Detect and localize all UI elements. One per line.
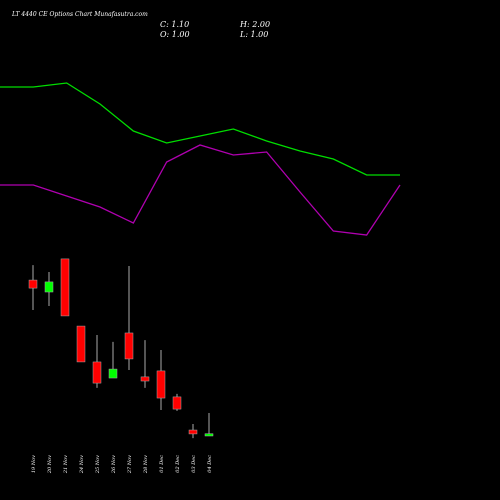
summary-open: O: 1.00 <box>160 30 190 39</box>
candle-body <box>124 332 134 360</box>
indicator-line <box>0 82 400 176</box>
x-tick-label: 19 Nov <box>31 455 37 473</box>
candle-body <box>204 433 214 437</box>
x-tick-label: 20 Nov <box>47 455 53 474</box>
x-tick-label: 26 Nov <box>111 455 117 474</box>
candle-body <box>140 376 150 382</box>
candle-body <box>44 281 54 293</box>
candle-body <box>172 396 182 410</box>
summary-close: C: 1.10 <box>160 20 189 29</box>
x-tick-label: 02 Dec <box>175 455 181 473</box>
candle-body <box>108 368 118 379</box>
chart-title: LT 4440 CE Options Chart Munafasutra.com <box>11 11 148 18</box>
x-tick-label: 04 Dec <box>207 455 213 473</box>
candle-body <box>92 361 102 384</box>
candle-body <box>28 279 38 289</box>
x-tick-label: 21 Nov <box>63 455 69 474</box>
candle-body <box>60 258 70 317</box>
candle-body <box>76 325 86 363</box>
summary-high: H: 2.00 <box>239 20 270 29</box>
x-tick-label: 24 Nov <box>79 455 85 474</box>
summary-low: L: 1.00 <box>239 30 268 39</box>
x-tick-label: 27 Nov <box>127 455 133 474</box>
x-tick-label: 25 Nov <box>95 455 101 474</box>
x-tick-label: 28 Nov <box>143 455 149 474</box>
indicator-line <box>0 144 401 236</box>
x-tick-label: 03 Dec <box>191 455 197 473</box>
candle-body <box>156 370 166 399</box>
x-tick-label: 01 Dec <box>159 455 165 473</box>
candle-body <box>188 429 198 435</box>
